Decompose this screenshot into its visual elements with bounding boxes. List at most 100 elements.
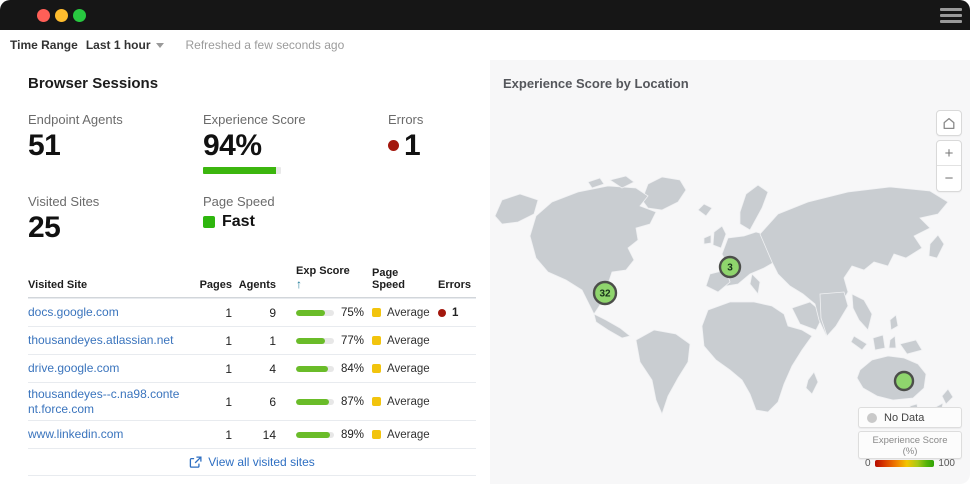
exp-score-cell: 87% xyxy=(276,396,370,408)
score-percent: 87% xyxy=(341,395,365,408)
visited-sites-table: Visited Site Pages Agents Exp Score ↑ Pa… xyxy=(28,265,476,476)
world-map[interactable]: 32 3 xyxy=(490,172,970,427)
score-bar xyxy=(296,337,334,344)
hamburger-menu-icon[interactable] xyxy=(940,8,962,23)
land-greenland xyxy=(641,176,687,211)
land-scandinavia xyxy=(739,184,769,231)
no-data-dot-icon xyxy=(867,412,877,423)
column-header-exp-score[interactable]: Exp Score ↑ xyxy=(276,265,370,291)
metric-label: Errors xyxy=(388,112,424,127)
view-all-visited-sites-link[interactable]: View all visited sites xyxy=(189,455,315,469)
average-speed-icon xyxy=(372,336,381,345)
site-link[interactable]: docs.google.com xyxy=(28,305,119,319)
column-header-agents[interactable]: Agents xyxy=(238,279,276,291)
score-gradient-bar xyxy=(874,460,935,467)
land-japan xyxy=(928,234,945,259)
land-australia xyxy=(856,355,927,401)
page-speed-cell: Average xyxy=(370,429,434,441)
exp-score-cell: 84% xyxy=(276,363,370,375)
site-link[interactable]: thousandeyes.atlassian.net xyxy=(28,333,174,347)
time-range-value: Last 1 hour xyxy=(85,38,151,52)
land-madagascar xyxy=(805,371,819,395)
page-speed-text: Average xyxy=(387,306,430,319)
legend-score-scale: Experience Score (%) 0 100 xyxy=(858,431,962,469)
pages-cell: 1 xyxy=(225,394,232,409)
home-icon xyxy=(943,117,955,129)
error-count: 1 xyxy=(452,306,459,319)
agents-cell: 4 xyxy=(269,361,276,376)
score-percent: 77% xyxy=(341,334,365,347)
external-link-icon xyxy=(189,455,202,468)
average-speed-icon xyxy=(372,308,381,317)
scale-max-label: 100 xyxy=(938,458,955,469)
metric-value: Fast xyxy=(222,213,255,230)
pages-cell: 1 xyxy=(225,427,232,442)
table-row: drive.google.com 1 4 84% Average xyxy=(28,354,476,382)
agents-cell: 6 xyxy=(269,394,276,409)
experience-score-bar-fill xyxy=(203,166,277,174)
experience-score-map-panel: Experience Score by Location + − xyxy=(490,60,970,484)
site-link[interactable]: thousandeyes--c.na98.content.force.com xyxy=(28,386,180,416)
time-range-dropdown[interactable]: Last 1 hour xyxy=(86,38,164,52)
no-data-label: No Data xyxy=(884,411,925,424)
site-link[interactable]: www.linkedin.com xyxy=(28,427,124,441)
map-zoom-controls: + − xyxy=(936,140,962,192)
refreshed-status: Refreshed a few seconds ago xyxy=(185,38,345,52)
map-home-button[interactable] xyxy=(936,110,962,136)
page-speed-cell: Average xyxy=(370,396,434,408)
page-speed-cell: Average xyxy=(370,307,434,319)
column-header-visited-site[interactable]: Visited Site xyxy=(28,279,88,291)
column-header-label: Speed xyxy=(372,279,406,291)
metric-visited-sites: Visited Sites 25 xyxy=(28,194,99,244)
toolbar: Time Range Last 1 hour Refreshed a few s… xyxy=(0,30,970,60)
map-marker-southeast-australia[interactable] xyxy=(893,370,915,392)
table-row: thousandeyes.atlassian.net 1 1 77% Avera… xyxy=(28,326,476,354)
land-africa xyxy=(701,301,813,413)
score-bar xyxy=(296,431,334,438)
pages-cell: 1 xyxy=(225,361,232,376)
pages-cell: 1 xyxy=(225,305,232,320)
average-speed-icon xyxy=(372,430,381,439)
score-bar xyxy=(296,365,334,372)
land-united-kingdom xyxy=(712,225,727,249)
exp-score-cell: 77% xyxy=(276,335,370,347)
column-header-page-speed[interactable]: Page Speed xyxy=(370,267,434,291)
window-titlebar xyxy=(0,0,970,30)
map-marker-southwest-us[interactable]: 32 xyxy=(592,280,618,306)
exp-score-cell: 89% xyxy=(276,429,370,441)
column-header-pages[interactable]: Pages xyxy=(199,279,232,291)
experience-score-bar xyxy=(203,166,281,174)
minimize-window-button[interactable] xyxy=(55,9,68,22)
score-percent: 75% xyxy=(341,306,365,319)
maximize-window-button[interactable] xyxy=(73,9,86,22)
page-speed-text: Average xyxy=(387,428,430,441)
site-link[interactable]: drive.google.com xyxy=(28,361,120,375)
table-row: docs.google.com 1 9 75% Average 1 xyxy=(28,298,476,326)
column-header-errors[interactable]: Errors xyxy=(438,279,472,291)
land-new-guinea xyxy=(899,339,923,355)
zoom-out-button[interactable]: − xyxy=(944,170,954,187)
view-all-label: View all visited sites xyxy=(208,455,315,469)
column-header-label: Page xyxy=(372,267,399,279)
land-north-america xyxy=(529,185,657,315)
agents-cell: 1 xyxy=(269,333,276,348)
chevron-down-icon xyxy=(155,42,164,48)
land-india xyxy=(819,291,849,337)
metric-page-speed: Page Speed Fast xyxy=(203,194,275,231)
zoom-in-button[interactable]: + xyxy=(937,141,961,166)
page-title: Browser Sessions xyxy=(28,75,159,92)
score-bar xyxy=(296,309,334,316)
close-window-button[interactable] xyxy=(37,9,50,22)
score-percent: 84% xyxy=(341,362,365,375)
average-speed-icon xyxy=(372,364,381,373)
score-bar xyxy=(296,398,334,405)
metric-label: Visited Sites xyxy=(28,194,100,209)
map-marker-western-europe[interactable]: 3 xyxy=(718,255,742,279)
metric-value: 1 xyxy=(404,129,421,162)
land-new-zealand xyxy=(941,388,954,405)
agents-cell: 9 xyxy=(269,305,276,320)
scale-title: Experience Score (%) xyxy=(872,435,948,457)
legend-no-data: No Data xyxy=(858,407,962,428)
land-asia xyxy=(759,186,949,336)
